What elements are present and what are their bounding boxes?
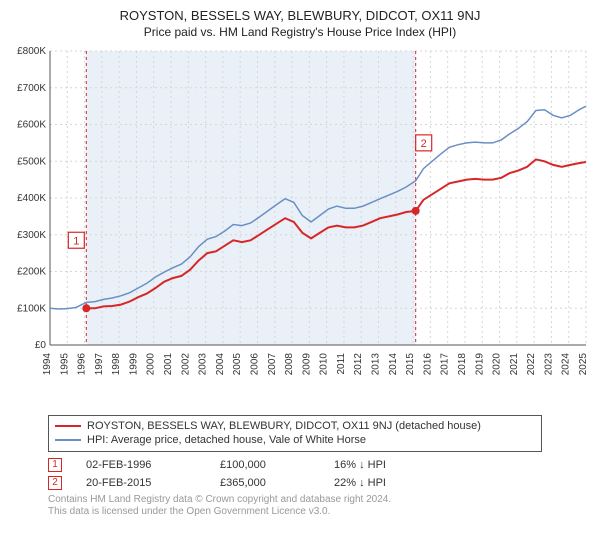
svg-text:2025: 2025 bbox=[578, 353, 589, 376]
legend-item: ROYSTON, BESSELS WAY, BLEWBURY, DIDCOT, … bbox=[55, 419, 535, 433]
attribution-line-1: Contains HM Land Registry data © Crown c… bbox=[48, 494, 590, 507]
svg-text:1999: 1999 bbox=[128, 353, 139, 376]
svg-text:2002: 2002 bbox=[180, 353, 191, 376]
svg-text:2020: 2020 bbox=[492, 353, 503, 376]
svg-text:2008: 2008 bbox=[284, 353, 295, 376]
legend-label: HPI: Average price, detached house, Vale… bbox=[87, 433, 366, 447]
svg-text:2016: 2016 bbox=[422, 353, 433, 376]
event-date: 02-FEB-1996 bbox=[86, 459, 196, 471]
event-row: 2 20-FEB-2015 £365,000 22% ↓ HPI bbox=[48, 476, 590, 490]
svg-text:2017: 2017 bbox=[440, 353, 451, 376]
svg-text:2015: 2015 bbox=[405, 353, 416, 376]
svg-text:2022: 2022 bbox=[526, 353, 537, 376]
svg-text:2024: 2024 bbox=[561, 353, 572, 376]
svg-text:2010: 2010 bbox=[319, 353, 330, 376]
svg-text:2013: 2013 bbox=[371, 353, 382, 376]
svg-text:£300K: £300K bbox=[17, 230, 46, 241]
event-price: £365,000 bbox=[220, 477, 310, 489]
svg-text:£600K: £600K bbox=[17, 120, 46, 131]
chart-svg: £0 £100K £200K £300K £400K £500K £600K £700K £80… bbox=[10, 45, 590, 409]
event-list: 1 02-FEB-1996 £100,000 16% ↓ HPI 2 20-FEB-201… bbox=[48, 458, 590, 490]
legend-swatch bbox=[55, 425, 81, 427]
event-row: 1 02-FEB-1996 £100,000 16% ↓ HPI bbox=[48, 458, 590, 472]
event-date: 20-FEB-2015 bbox=[86, 477, 196, 489]
chart-title: ROYSTON, BESSELS WAY, BLEWBURY, DIDCOT, … bbox=[10, 8, 590, 23]
event-price: £100,000 bbox=[220, 459, 310, 471]
legend-swatch bbox=[55, 439, 81, 441]
event-delta: 22% ↓ HPI bbox=[334, 477, 444, 489]
svg-text:1997: 1997 bbox=[94, 353, 105, 376]
svg-text:2000: 2000 bbox=[146, 353, 157, 376]
svg-text:£500K: £500K bbox=[17, 156, 46, 167]
svg-text:£800K: £800K bbox=[17, 46, 46, 57]
svg-text:2011: 2011 bbox=[336, 353, 347, 375]
svg-text:2021: 2021 bbox=[509, 353, 520, 376]
legend-label: ROYSTON, BESSELS WAY, BLEWBURY, DIDCOT, … bbox=[87, 419, 481, 433]
svg-text:2007: 2007 bbox=[267, 353, 278, 376]
svg-text:2001: 2001 bbox=[163, 353, 174, 376]
svg-text:2005: 2005 bbox=[232, 353, 243, 376]
svg-text:2: 2 bbox=[421, 138, 427, 150]
svg-text:£700K: £700K bbox=[17, 83, 46, 94]
svg-text:1994: 1994 bbox=[42, 353, 53, 376]
svg-text:2018: 2018 bbox=[457, 353, 468, 376]
svg-text:£100K: £100K bbox=[17, 303, 46, 314]
svg-text:2009: 2009 bbox=[301, 353, 312, 376]
svg-text:2012: 2012 bbox=[353, 353, 364, 376]
chart-area: £0 £100K £200K £300K £400K £500K £600K £700K £80… bbox=[10, 45, 590, 409]
svg-text:2006: 2006 bbox=[249, 353, 260, 376]
legend-item: HPI: Average price, detached house, Vale… bbox=[55, 433, 535, 447]
svg-text:2019: 2019 bbox=[474, 353, 485, 376]
svg-text:£400K: £400K bbox=[17, 193, 46, 204]
event-badge: 1 bbox=[48, 458, 62, 472]
attribution-line-2: This data is licensed under the Open Gov… bbox=[48, 506, 590, 519]
svg-text:2003: 2003 bbox=[198, 353, 209, 376]
svg-text:1996: 1996 bbox=[77, 353, 88, 376]
attribution: Contains HM Land Registry data © Crown c… bbox=[48, 494, 590, 519]
svg-text:2014: 2014 bbox=[388, 353, 399, 376]
svg-text:2004: 2004 bbox=[215, 353, 226, 376]
chart-subtitle: Price paid vs. HM Land Registry's House … bbox=[10, 25, 590, 39]
svg-text:£200K: £200K bbox=[17, 267, 46, 278]
event-delta: 16% ↓ HPI bbox=[334, 459, 444, 471]
svg-text:£0: £0 bbox=[35, 340, 47, 351]
svg-text:1: 1 bbox=[73, 235, 79, 247]
event-badge: 2 bbox=[48, 476, 62, 490]
svg-text:2023: 2023 bbox=[543, 353, 554, 376]
legend: ROYSTON, BESSELS WAY, BLEWBURY, DIDCOT, … bbox=[48, 415, 542, 452]
svg-text:1995: 1995 bbox=[59, 353, 70, 376]
svg-text:1998: 1998 bbox=[111, 353, 122, 376]
